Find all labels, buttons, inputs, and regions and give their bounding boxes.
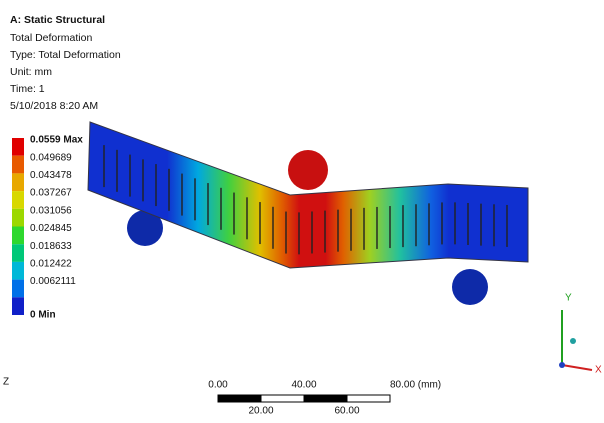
triad-dot — [570, 338, 576, 344]
header-line: Time: 1 — [10, 83, 45, 95]
legend-swatch — [12, 156, 24, 174]
legend-label: 0.0559 Max — [30, 135, 83, 146]
header-title: A: Static Structural — [10, 14, 105, 26]
legend-swatch — [12, 173, 24, 191]
header-lines: Total Deformation Type: Total Deformation… — [10, 32, 121, 112]
scale-segment — [347, 395, 390, 402]
legend-label: 0.043478 — [30, 170, 72, 181]
viewport: A: Static Structural Total Deformation Ty… — [0, 0, 604, 423]
load-roller — [288, 150, 328, 190]
legend-swatch — [12, 209, 24, 227]
scale-bar: 0.00 40.00 80.00 (mm) 20.00 60.00 — [208, 380, 441, 417]
scale-minor-label: 60.00 — [334, 406, 359, 417]
legend-label: 0.031056 — [30, 205, 72, 216]
legend-swatch — [12, 297, 24, 315]
scale-segment — [304, 395, 347, 402]
legend-swatch — [12, 280, 24, 298]
legend-label: 0 Min — [30, 310, 56, 321]
scale-segment — [261, 395, 304, 402]
header-line: Total Deformation — [10, 32, 92, 44]
header-line: Type: Total Deformation — [10, 49, 121, 61]
triad-origin — [559, 362, 565, 368]
legend: 0.0559 Max 0.049689 0.043478 0.037267 0.0310… — [12, 135, 83, 321]
triad-z-label: Z — [3, 377, 9, 388]
triad-x-axis — [562, 365, 592, 370]
header-line: Unit: mm — [10, 66, 52, 78]
beam — [88, 122, 528, 268]
legend-label: 0.049689 — [30, 152, 72, 163]
triad-y-label: Y — [565, 293, 572, 304]
legend-label: 0.018633 — [30, 241, 72, 252]
scale-label: 80.00 (mm) — [390, 380, 441, 391]
legend-swatch — [12, 262, 24, 280]
legend-swatch — [12, 227, 24, 245]
legend-label: 0.024845 — [30, 223, 72, 234]
legend-swatch — [12, 244, 24, 262]
header-line: 5/10/2018 8:20 AM — [10, 100, 98, 112]
legend-swatch — [12, 138, 24, 156]
scale-label: 40.00 — [291, 380, 316, 391]
legend-label: 0.0062111 — [30, 276, 76, 287]
support-right — [452, 269, 488, 305]
legend-label: 0.037267 — [30, 188, 72, 199]
triad-x-label: X — [595, 365, 602, 376]
legend-swatch — [12, 191, 24, 209]
legend-label: 0.012422 — [30, 259, 72, 270]
scale-label: 0.00 — [208, 380, 228, 391]
scale-segment — [218, 395, 261, 402]
scale-minor-label: 20.00 — [248, 406, 273, 417]
